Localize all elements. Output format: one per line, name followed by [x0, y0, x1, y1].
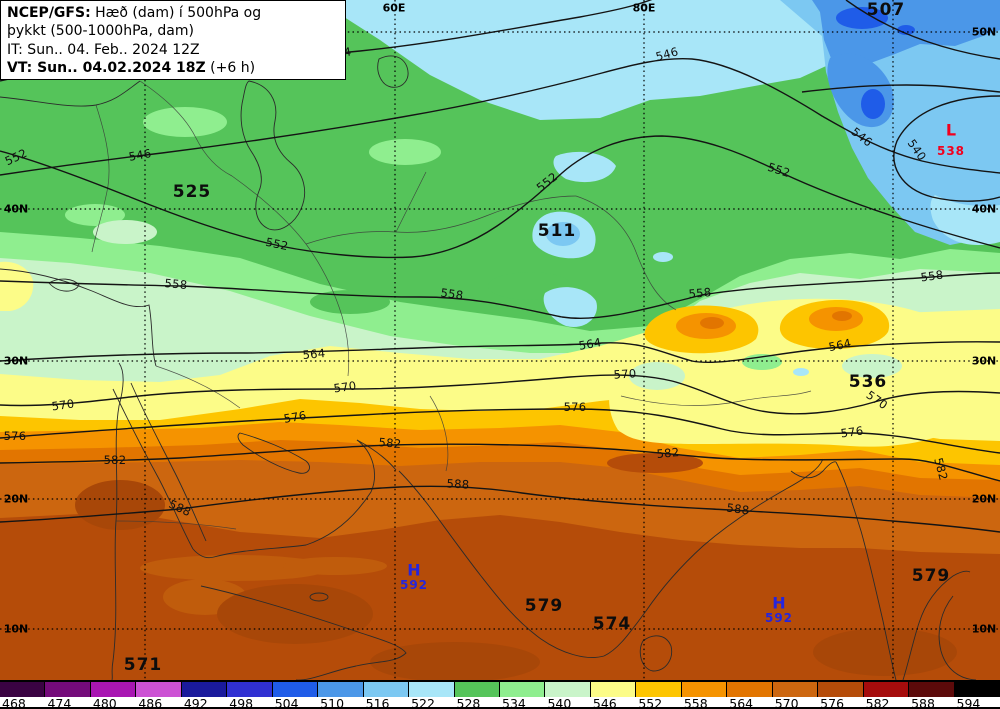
- colorbar-swatch: [90, 682, 137, 697]
- colorbar-swatches: [0, 682, 1000, 697]
- title-line-1: NCEP/GFS: Hæð (dam) í 500hPa og: [7, 5, 262, 21]
- colorbar-swatch: [136, 682, 182, 697]
- colorbar-swatch: [181, 682, 228, 697]
- title-box: NCEP/GFS: Hæð (dam) í 500hPa og þykkt (5…: [0, 0, 346, 80]
- map-graphics: [0, 0, 1000, 680]
- colorbar-swatch: [545, 682, 591, 697]
- colorbar-tick-label: 528: [456, 696, 481, 709]
- colorbar-tick-label: 576: [820, 696, 845, 709]
- thickness-colorbar: 468 474 480 486 492 498 504 510 516 522 528 534 540 5…: [0, 680, 1000, 709]
- colorbar-swatch: [409, 682, 455, 697]
- colorbar-swatch: [636, 682, 682, 697]
- graticule-layer: [0, 0, 1000, 680]
- colorbar-swatch: [590, 682, 637, 697]
- colorbar-tick-label: 480: [92, 696, 117, 709]
- colorbar-labels: 468 474 480 486 492 498 504 510 516 522 528 534 540 5…: [0, 696, 1000, 709]
- colorbar-swatch: [818, 682, 864, 697]
- height-contours: [0, 0, 1000, 533]
- colorbar-swatch: [772, 682, 819, 697]
- colorbar-tick-label: 582: [865, 696, 890, 709]
- colorbar-swatch: [272, 682, 319, 697]
- colorbar-tick-label: 546: [592, 696, 617, 709]
- colorbar-tick-label: 534: [502, 696, 526, 709]
- colorbar-swatch: [45, 682, 91, 697]
- colorbar-tick-label: 492: [183, 696, 208, 709]
- colorbar-tick-label: 504: [274, 696, 299, 709]
- colorbar-swatch: [727, 682, 773, 697]
- valid-time: VT: Sun.. 04.02.2024 18Z (+6 h): [7, 59, 256, 76]
- colorbar-swatch: [363, 682, 410, 697]
- colorbar-tick-label: 498: [229, 696, 254, 709]
- colorbar-tick-label: 564: [729, 696, 754, 709]
- colorbar-tick-label: 540: [547, 696, 572, 709]
- colorbar-swatch: [0, 682, 46, 697]
- country-borders: [91, 80, 812, 530]
- colorbar-tick-label: 594: [956, 696, 981, 709]
- colorbar-tick-label: 516: [365, 696, 390, 709]
- colorbar-tick-label: 558: [683, 696, 708, 709]
- colorbar-tick-label: 522: [411, 696, 435, 709]
- colorbar-swatch: [499, 682, 546, 697]
- colorbar-tick-label: 588: [911, 696, 935, 709]
- colorbar-tick-label: 510: [320, 696, 345, 709]
- colorbar-tick-label: 468: [2, 696, 26, 709]
- title-line-2: þykkt (500-1000hPa, dam): [7, 23, 194, 40]
- colorbar-tick-label: 486: [138, 696, 163, 709]
- colorbar-tick-label: 552: [638, 696, 663, 709]
- colorbar-swatch: [318, 682, 364, 697]
- colorbar-swatch: [863, 682, 910, 697]
- coastlines: [0, 55, 977, 680]
- colorbar-swatch: [681, 682, 728, 697]
- colorbar-swatch: [227, 682, 273, 697]
- colorbar-tick-label: 570: [774, 696, 799, 709]
- colorbar-tick-label: 474: [47, 696, 72, 709]
- colorbar-swatch: [954, 682, 1000, 697]
- colorbar-swatch: [454, 682, 500, 697]
- init-time: IT: Sun.. 04. Feb.. 2024 12Z: [7, 41, 200, 58]
- product-name: NCEP/GFS:: [7, 5, 91, 21]
- colorbar-swatch: [909, 682, 955, 697]
- map-canvas: 5285345345525465465465405525525525585585…: [0, 0, 1000, 680]
